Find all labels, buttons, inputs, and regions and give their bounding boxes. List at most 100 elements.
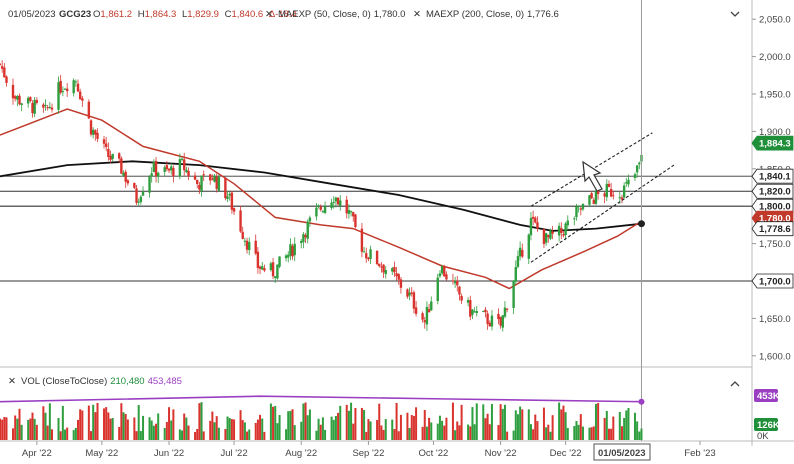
volume-bar: [230, 419, 233, 440]
volume-bar: [118, 426, 121, 440]
volume-bar: [35, 424, 38, 440]
candle-body: [512, 280, 515, 308]
candle-body: [323, 206, 327, 213]
volume-bar: [111, 417, 114, 440]
candle-body: [241, 231, 244, 239]
candle-body: [150, 173, 153, 177]
chevron-down-icon[interactable]: [730, 11, 740, 17]
candle-body: [102, 139, 106, 144]
channel-lower-line[interactable]: [530, 164, 675, 263]
volume-bar: [317, 418, 320, 440]
volume-bar: [423, 409, 426, 440]
volume-bar: [612, 416, 615, 440]
volume-bar: [42, 406, 45, 440]
candle-body: [248, 242, 251, 251]
volume-bar: [458, 425, 461, 440]
candle-body: [544, 233, 548, 243]
volume-bar: [549, 431, 552, 440]
volume-bar: [57, 417, 60, 440]
y-tick-label: 1,950.0: [759, 90, 791, 101]
candle-body: [117, 153, 121, 159]
volume-bar: [499, 404, 502, 440]
candle-body: [48, 106, 52, 108]
candle-body: [588, 195, 591, 205]
volume-bar: [215, 416, 218, 440]
candle-body: [596, 189, 600, 195]
volume-bar: [577, 424, 580, 440]
candle-body: [451, 280, 455, 282]
candle-body: [198, 184, 201, 190]
volume-tag-high: [754, 389, 778, 402]
volume-bar: [12, 428, 15, 440]
volume-bar: [148, 417, 151, 440]
volume-bar: [105, 407, 108, 440]
x-icon[interactable]: ✕: [265, 9, 273, 20]
candle-body: [557, 225, 561, 236]
candle-body: [42, 104, 45, 108]
volume-bar: [1, 419, 4, 440]
volume-bar: [638, 431, 641, 440]
volume-bar: [380, 425, 383, 440]
volume-tag-current: [754, 418, 778, 431]
candle-body: [20, 103, 23, 105]
candle-body: [380, 266, 383, 268]
y-tick-label: 1,900.0: [759, 127, 791, 138]
volume-bar: [79, 409, 82, 440]
x-icon[interactable]: ✕: [8, 376, 16, 387]
x-axis[interactable]: Apr '22 May '22 Jun '22 Jul '22 Aug '22 Sep '…: [22, 441, 716, 459]
volume-bar: [109, 418, 112, 440]
candle-body: [141, 192, 145, 196]
ma200-legend-close-button[interactable]: ✕: [413, 9, 421, 20]
volume-bar: [529, 424, 532, 440]
x-tick-label: Apr '22: [22, 448, 52, 459]
volume-bar: [558, 402, 561, 440]
y-tick-label: 1,600.0: [759, 351, 791, 362]
volume-bar: [412, 415, 415, 440]
candle-body: [534, 217, 537, 223]
volume-bar: [566, 427, 569, 440]
candle-body: [18, 95, 21, 105]
candle-body: [230, 192, 234, 210]
candle-body: [354, 214, 357, 228]
candle-body: [453, 281, 457, 284]
candle-body: [211, 178, 214, 180]
candle-body: [423, 320, 426, 323]
y-tick-label: 2,000.0: [759, 52, 791, 63]
volume-bar: [187, 425, 190, 440]
candle-body: [542, 228, 546, 245]
volume-bar: [430, 422, 433, 440]
volume-bar: [72, 430, 75, 440]
candle-body: [33, 99, 36, 114]
chevron-up-icon[interactable]: [730, 381, 740, 387]
candle-body: [352, 212, 355, 217]
volume-bar: [547, 424, 550, 440]
candle-body: [521, 249, 524, 257]
candle-body: [339, 200, 342, 206]
candle-body: [471, 309, 474, 315]
volume-bar: [18, 408, 21, 440]
candle-body: [620, 197, 624, 200]
volume-bar: [27, 419, 30, 440]
volume-bar: [66, 427, 69, 440]
volume-legend: VOL (CloseToClose) 210,480 453,485: [21, 376, 182, 387]
volume-bar: [185, 417, 188, 440]
ma50-legend-close-button[interactable]: ✕: [265, 9, 273, 20]
volume-bar: [399, 414, 402, 440]
candle-body: [503, 307, 507, 317]
volume-bar: [460, 404, 463, 440]
volume-bar: [467, 424, 470, 440]
volume-bar: [473, 424, 476, 440]
candle-body: [397, 274, 400, 280]
price-tag: [751, 183, 794, 199]
candle-body: [531, 216, 535, 219]
volume-bar: [378, 403, 381, 440]
volume-bar: [269, 403, 272, 440]
volume-bar: [623, 417, 626, 440]
volume-bar: [536, 421, 539, 440]
candle-body: [124, 171, 127, 182]
candle-body: [330, 202, 333, 208]
arrow-annotation-icon[interactable]: [582, 160, 603, 192]
x-icon[interactable]: ✕: [413, 9, 421, 20]
candle-body: [529, 217, 533, 236]
